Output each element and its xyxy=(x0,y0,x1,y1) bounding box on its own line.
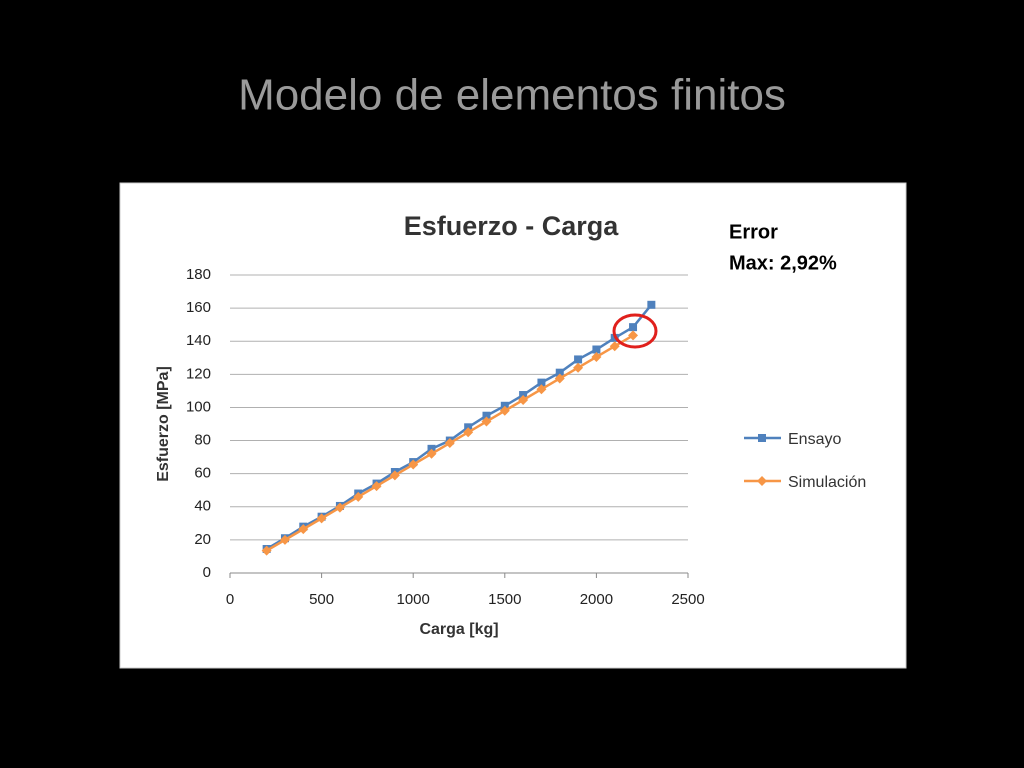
x-tick-label: 1000 xyxy=(397,591,430,608)
annotation: Max: 2,92% xyxy=(729,252,837,274)
y-tick-label: 180 xyxy=(186,266,211,283)
marker xyxy=(591,351,602,362)
y-tick-label: 140 xyxy=(186,332,211,349)
x-tick-label: 500 xyxy=(309,591,334,608)
marker xyxy=(536,384,547,395)
marker xyxy=(426,448,437,459)
marker xyxy=(261,545,272,556)
x-tick-label: 0 xyxy=(226,591,234,608)
marker xyxy=(482,411,491,420)
x-tick-label: 2000 xyxy=(580,591,613,608)
marker xyxy=(537,378,546,387)
y-tick-label: 0 xyxy=(203,564,211,581)
marker xyxy=(463,427,474,438)
marker xyxy=(647,300,656,309)
y-tick-label: 160 xyxy=(186,299,211,316)
highlight-circle xyxy=(612,313,658,349)
marker xyxy=(279,534,290,545)
marker xyxy=(628,330,639,341)
y-tick-label: 120 xyxy=(186,365,211,382)
x-tick-label: 1500 xyxy=(488,591,521,608)
marker xyxy=(518,394,529,405)
marker xyxy=(481,416,492,427)
marker xyxy=(408,459,419,470)
marker xyxy=(554,373,565,384)
marker xyxy=(592,345,601,354)
marker xyxy=(371,481,382,492)
marker xyxy=(444,438,455,449)
y-tick-label: 100 xyxy=(186,398,211,415)
marker xyxy=(629,323,638,332)
marker xyxy=(316,513,327,524)
marker xyxy=(499,405,510,416)
chart-title: Esfuerzo - Carga xyxy=(404,211,620,241)
legend-label: Ensayo xyxy=(788,431,841,448)
y-tick-label: 80 xyxy=(194,432,211,449)
series-line xyxy=(266,304,653,551)
marker xyxy=(298,524,309,535)
x-tick-label: 2500 xyxy=(671,591,704,608)
marker xyxy=(389,470,400,481)
marker xyxy=(555,368,564,377)
marker xyxy=(573,362,584,373)
marker xyxy=(609,341,620,352)
legend-marker xyxy=(757,476,767,486)
legend-marker xyxy=(758,434,766,442)
y-tick-label: 60 xyxy=(194,465,211,482)
y-tick-label: 40 xyxy=(194,498,211,515)
chart-frame xyxy=(119,182,907,669)
marker xyxy=(574,355,583,364)
slide-title: Modelo de elementos finitos xyxy=(238,71,786,120)
marker xyxy=(353,491,364,502)
y-axis-label: Esfuerzo [MPa] xyxy=(155,366,172,482)
annotation: Error xyxy=(729,221,778,243)
x-axis-label: Carga [kg] xyxy=(419,621,498,638)
marker xyxy=(334,502,345,513)
y-tick-label: 20 xyxy=(194,531,211,548)
legend-label: Simulación xyxy=(788,474,866,491)
